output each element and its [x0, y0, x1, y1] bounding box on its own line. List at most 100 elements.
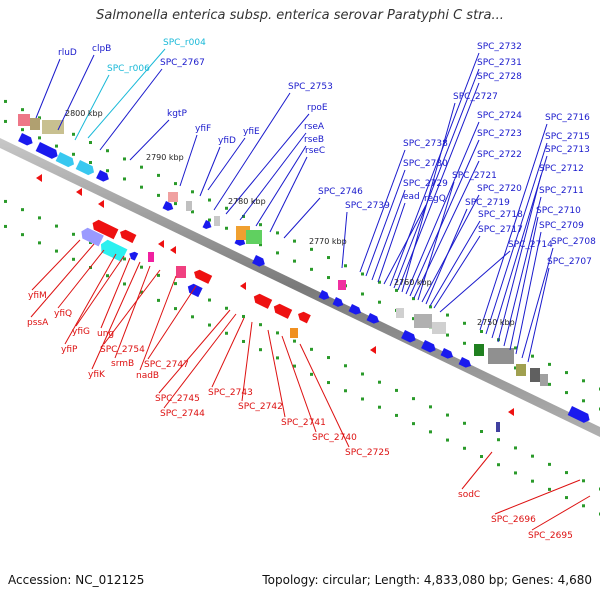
scale-dot — [378, 405, 381, 409]
forward-leader — [417, 181, 455, 301]
scale-dot — [327, 256, 330, 260]
forward-gene-label: SPC_2729 — [403, 179, 448, 189]
scale-dot — [582, 379, 585, 383]
scale-dot — [89, 161, 92, 165]
scale-dot — [480, 455, 483, 458]
accession-text: Accession: NC_012125 — [8, 573, 145, 587]
scale-dot — [225, 226, 228, 230]
reverse-gene — [187, 283, 203, 298]
scale-dot — [582, 399, 585, 403]
reverse-gene — [100, 239, 128, 262]
forward-gene-label: SPC_2721 — [452, 171, 497, 181]
scale-dot — [293, 259, 296, 263]
forward-leader — [371, 189, 406, 281]
forward-gene-label: SPC_2739 — [345, 201, 390, 211]
scale-dot — [361, 272, 364, 276]
reverse-gene — [129, 251, 139, 261]
gene-block — [338, 280, 346, 290]
forward-leader — [421, 194, 480, 303]
reverse-marker — [98, 200, 104, 208]
reverse-marker — [170, 246, 176, 254]
gene-block — [474, 344, 484, 356]
scale-dot — [276, 331, 279, 335]
reverse-leader — [461, 451, 493, 490]
scale-dot — [225, 206, 228, 210]
scale-dot — [106, 169, 109, 173]
scale-dot — [531, 454, 534, 458]
scale-dot — [174, 282, 177, 286]
scale-dot — [191, 315, 194, 319]
scale-dot — [4, 99, 7, 103]
reverse-gene-label: ung — [97, 329, 114, 339]
scale-dot — [21, 128, 24, 132]
reverse-gene-label: SPC_2744 — [160, 409, 205, 419]
forward-leader — [433, 235, 481, 309]
forward-leader — [74, 74, 110, 141]
reverse-gene-label: srmB — [111, 359, 134, 369]
scale-dot — [55, 224, 58, 228]
genome-backbone — [0, 138, 600, 437]
gene-block — [516, 364, 526, 376]
forward-gene-label: SPC_2711 — [539, 186, 584, 196]
gene-block — [496, 422, 500, 432]
forward-gene-label: SPC_2738 — [403, 139, 448, 149]
forward-leader — [341, 211, 348, 269]
scale-dot — [106, 274, 109, 278]
scale-dot — [38, 116, 41, 120]
gene-block — [488, 348, 514, 364]
forward-gene-label: SPC_2722 — [477, 150, 522, 160]
forward-leader — [409, 139, 480, 297]
forward-gene-label: SPC_2746 — [318, 187, 363, 197]
gene-block — [186, 201, 192, 211]
scale-dot — [446, 313, 449, 317]
forward-gene-label: SPC_2713 — [545, 145, 590, 155]
scale-dot — [293, 239, 296, 243]
scale-dot — [429, 305, 432, 309]
forward-gene — [348, 304, 362, 315]
forward-leader — [497, 174, 542, 343]
forward-gene-label: SPC_2715 — [545, 132, 590, 142]
scale-dot — [361, 397, 364, 401]
reverse-leader — [211, 317, 245, 388]
scale-dot — [21, 108, 24, 112]
scale-dot — [21, 233, 24, 237]
scale-label: 2750 kbp — [477, 318, 515, 327]
forward-leader — [207, 137, 246, 191]
reverse-marker — [158, 240, 164, 248]
scale-dot — [157, 173, 160, 177]
scale-dot — [565, 371, 568, 375]
gene-labels: 2800 kbp 2790 kbp 2780 kbp 2770 kbp 2760 kbp… — [27, 38, 596, 541]
scale-dot — [582, 504, 585, 508]
forward-gene — [35, 142, 58, 159]
forward-gene-label: rseC — [305, 146, 325, 156]
scale-dot — [582, 479, 585, 483]
forward-leader — [377, 202, 406, 283]
forward-gene-label: yfiD — [218, 136, 236, 146]
map-title: Salmonella enterica subsp. enterica sero… — [96, 8, 504, 23]
scale-dot — [140, 265, 143, 269]
scale-dot — [293, 364, 296, 368]
forward-gene-label: ead — [403, 192, 420, 202]
scale-dot — [89, 141, 92, 145]
forward-gene-label: SPC_2717 — [478, 225, 523, 235]
scale-dot — [429, 430, 432, 434]
reverse-gene-label: SPC_2754 — [100, 345, 145, 355]
forward-gene-label: SPC_r004 — [163, 38, 206, 48]
scale-dot — [208, 323, 211, 327]
reverse-marker — [240, 282, 246, 290]
forward-gene-label: yfiE — [243, 127, 260, 137]
reverse-leader — [139, 275, 177, 371]
forward-leader — [57, 54, 95, 131]
reverse-leader — [531, 495, 591, 531]
scale-dot — [140, 165, 143, 169]
forward-gene — [567, 406, 590, 423]
reverse-gene-label: yfiK — [88, 370, 106, 380]
reverse-gene — [81, 227, 104, 247]
forward-gene — [55, 152, 75, 168]
forward-gene-label: SPC_2712 — [539, 164, 584, 174]
scale-label: 2780 kbp — [228, 197, 266, 206]
reverse-marker — [76, 188, 82, 196]
forward-gene — [252, 255, 265, 267]
reverse-gene — [298, 311, 311, 324]
reverse-gene — [253, 293, 273, 309]
